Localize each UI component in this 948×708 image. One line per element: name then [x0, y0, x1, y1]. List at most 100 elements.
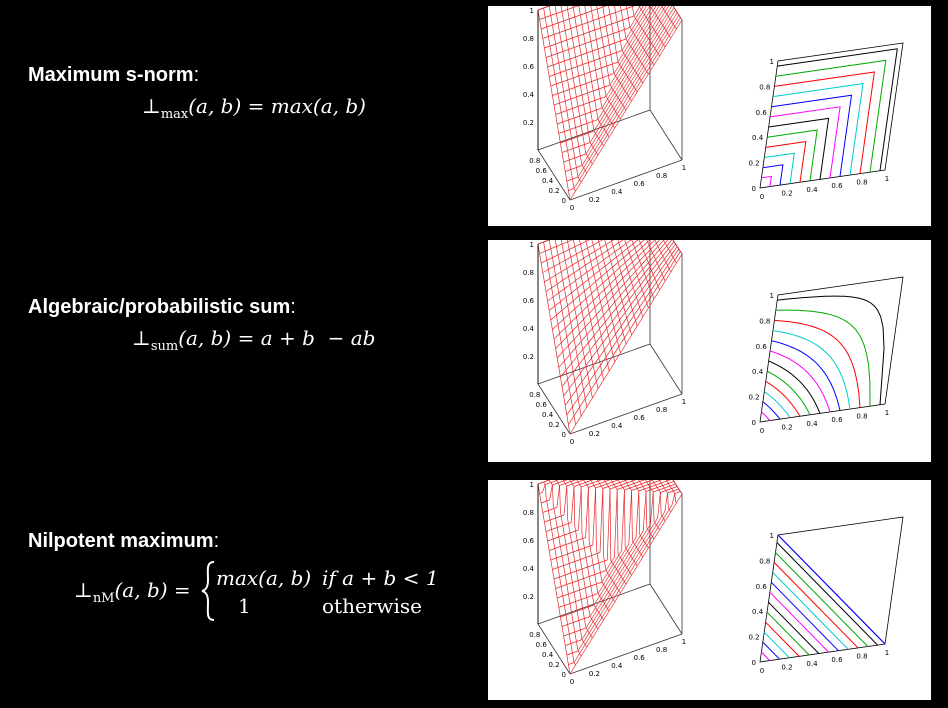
contour-x-tick: 0.2: [781, 423, 792, 431]
mesh-line: [548, 480, 582, 657]
contour-line: [766, 370, 811, 416]
y-tick-label: 0.8: [529, 631, 540, 639]
z-tick-label: 0.4: [523, 565, 535, 573]
mesh-line: [672, 480, 683, 495]
contour-x-tick: 1: [885, 409, 889, 417]
mesh-line: [649, 6, 672, 39]
mesh-line: [672, 240, 683, 255]
mesh-line: [545, 6, 644, 58]
mesh-line: [553, 240, 656, 340]
mesh-line: [638, 480, 655, 540]
mesh-line: [547, 240, 632, 302]
case2-cond: otherwise: [322, 594, 422, 618]
contour-y-tick: 0.6: [756, 583, 768, 591]
x-tick-label: 0.8: [656, 646, 667, 654]
contour-x-tick: 0.6: [831, 182, 843, 190]
mesh-line: [617, 240, 644, 318]
y-tick-label: 0: [562, 197, 566, 205]
mesh-line: [539, 240, 573, 254]
contour-line: [771, 94, 853, 177]
perp-operator: ⊥: [132, 326, 151, 350]
contour-line: [775, 59, 887, 173]
contour-line: [771, 340, 841, 411]
contour-y-tick: 0.4: [752, 608, 764, 616]
z-tick-label: 0.8: [523, 35, 534, 43]
contour-y-tick: 0.4: [752, 368, 764, 376]
contour-y-tick: 0: [752, 419, 756, 427]
x-tick-label: 0.4: [611, 188, 623, 196]
formula-args: (a, b): [114, 578, 168, 602]
contour-y-tick: 0.8: [759, 317, 770, 325]
mesh-line: [596, 6, 627, 111]
title-colon: :: [193, 64, 200, 86]
contour-line: [762, 401, 781, 420]
mesh-line: [583, 480, 610, 612]
contour-line: [765, 380, 801, 417]
mesh-line: [544, 6, 641, 49]
y-tick-label: 0.8: [529, 157, 540, 165]
title-colon: :: [290, 296, 296, 318]
contour-x-tick: 0.4: [806, 186, 818, 194]
plot-panel-sum: 1 0.8 0.6 0.4 0.2 0.8 0.6 0.4 0.2 0 0 0.2 0.4 0.6 0.8 1…: [488, 240, 931, 462]
contour-y-tick: 0.6: [756, 343, 768, 351]
formula-nilpotent-lhs: ⊥nM(a, b) =: [74, 578, 191, 606]
x-tick-label: 0.4: [611, 422, 623, 430]
mesh-line: [638, 6, 666, 48]
contour-line: [768, 360, 821, 414]
contour-x-tick: 1: [885, 175, 889, 183]
mesh-line: [614, 6, 644, 84]
contour-x-tick: 0.8: [856, 179, 867, 187]
x-tick-label: 0.8: [656, 406, 667, 414]
x-tick-label: 0.6: [634, 414, 646, 422]
equals-sign: =: [247, 94, 265, 118]
perp-operator: ⊥: [142, 94, 161, 118]
mesh-line: [547, 480, 602, 542]
title-text: Algebraic/probabilistic sum: [28, 296, 291, 318]
z-tick-label: 1: [530, 7, 534, 15]
mesh-line: [624, 240, 649, 309]
x-tick-label: 0: [570, 678, 574, 686]
contour-plot-maximum: 1 0.8 0.6 0.4 0.2 00 0.2 0.4 0.6 0.8 1: [748, 42, 904, 201]
mesh-line: [610, 480, 632, 576]
contour-x-tick: 0.8: [856, 653, 867, 661]
title-text: Maximum s-norm: [28, 64, 194, 86]
formula-rhs: a + b − ab: [260, 326, 376, 350]
mesh-line: [608, 6, 638, 93]
x-tick-label: 0.4: [611, 662, 623, 670]
mesh-line: [549, 6, 651, 77]
mesh-line: [547, 6, 647, 68]
contour-line: [772, 330, 851, 410]
operator-subscript: nM: [92, 591, 115, 606]
x-tick-label: 0.2: [589, 670, 600, 678]
mesh-line: [549, 480, 611, 551]
mesh-line: [665, 480, 677, 504]
mesh-line: [542, 480, 577, 513]
mesh-line: [541, 480, 568, 504]
mesh-line: [544, 240, 615, 283]
x-tick-label: 1: [682, 638, 686, 646]
mesh-line: [578, 6, 610, 138]
mesh-line: [645, 480, 660, 531]
mesh-line: [550, 480, 620, 561]
z-tick-label: 0.2: [523, 593, 534, 601]
mesh-line: [552, 480, 628, 570]
contour-line: [767, 129, 818, 181]
mesh-line: [661, 6, 677, 30]
mesh-line: [626, 6, 655, 66]
mesh-line: [624, 480, 644, 558]
x-tick-label: 0.2: [589, 196, 600, 204]
y-tick-label: 0.2: [548, 187, 559, 195]
contour-line: [775, 309, 871, 407]
contour-line: [764, 152, 795, 184]
contour-x-tick: 0: [760, 667, 764, 675]
section-algebraic-sum: Algebraic/probabilistic sum: ⊥sum(a, b) …: [0, 240, 480, 470]
z-tick-label: 0.6: [523, 297, 535, 305]
contour-line: [761, 651, 771, 661]
x-tick-label: 0: [570, 438, 574, 446]
mesh-line: [638, 240, 660, 291]
axis-box-line: [537, 149, 571, 201]
z-tick-label: 0.8: [523, 509, 534, 517]
x-tick-label: 0.8: [656, 172, 667, 180]
contour-line: [769, 350, 831, 413]
contour-line: [768, 601, 820, 654]
